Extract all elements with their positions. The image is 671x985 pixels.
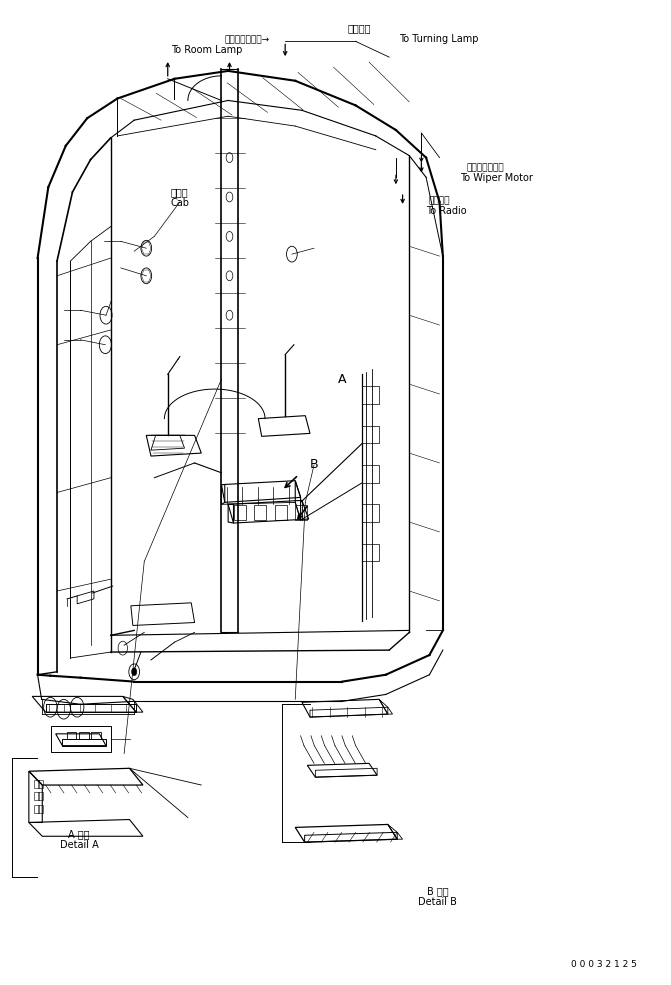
Text: A: A	[338, 372, 346, 386]
Text: To Room Lamp: To Room Lamp	[171, 45, 242, 55]
Bar	[362, 504, 379, 522]
Text: To Wiper Motor: To Wiper Motor	[460, 173, 533, 183]
Bar	[234, 505, 246, 520]
Bar	[34, 792, 39, 800]
Bar	[362, 465, 379, 483]
Text: To Turning Lamp: To Turning Lamp	[399, 34, 478, 44]
Text: To Radio: To Radio	[426, 206, 467, 216]
Bar	[254, 505, 266, 520]
Text: B 詳細: B 詳細	[427, 886, 448, 896]
Text: Detail B: Detail B	[418, 897, 457, 907]
Text: ルームランプへ→: ルームランプへ→	[225, 35, 270, 44]
Bar	[38, 792, 43, 800]
Text: キャブ: キャブ	[171, 187, 189, 197]
Text: ワイパモータへ: ワイパモータへ	[466, 164, 504, 172]
Text: 回転打へ: 回転打へ	[347, 24, 371, 33]
Bar	[34, 805, 39, 813]
Text: ラジオへ: ラジオへ	[428, 196, 450, 205]
Bar	[362, 426, 379, 443]
Bar	[38, 805, 43, 813]
Bar	[362, 544, 379, 561]
Circle shape	[132, 668, 137, 676]
Text: 0 0 0 3 2 1 2 5: 0 0 0 3 2 1 2 5	[571, 960, 637, 969]
Bar	[38, 780, 43, 788]
Text: B: B	[310, 458, 318, 472]
Bar	[34, 780, 39, 788]
Bar	[295, 505, 307, 520]
Text: A 詳細: A 詳細	[68, 829, 90, 839]
Bar	[362, 386, 379, 404]
Bar	[274, 505, 287, 520]
Bar	[51, 726, 111, 752]
Text: Cab: Cab	[170, 198, 189, 208]
Text: Detail A: Detail A	[60, 840, 99, 850]
